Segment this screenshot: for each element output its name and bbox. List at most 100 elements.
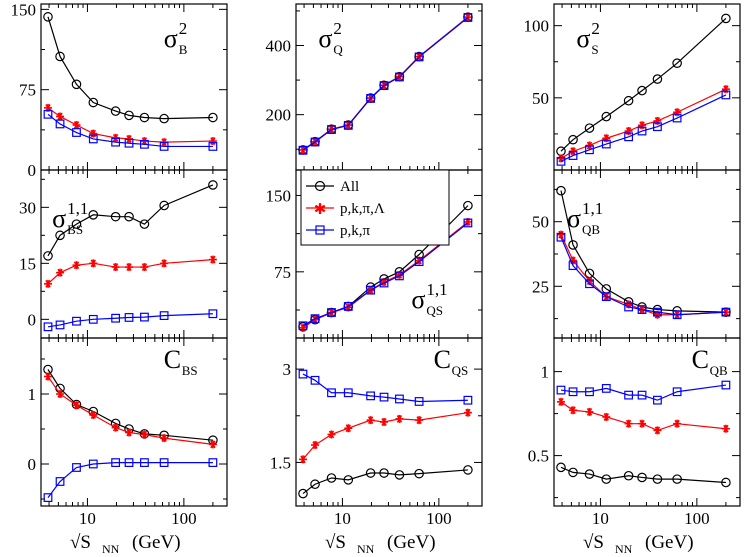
series-line bbox=[47, 369, 213, 441]
panel-label-CQS: C QS bbox=[434, 345, 469, 378]
data-point bbox=[556, 232, 566, 242]
panel-label-sub: QB bbox=[582, 222, 600, 237]
data-point bbox=[673, 419, 682, 428]
data-point bbox=[601, 111, 612, 122]
data-point bbox=[298, 145, 308, 155]
data-point bbox=[208, 440, 217, 449]
data-point bbox=[602, 412, 611, 421]
data-point bbox=[139, 112, 150, 123]
x-axis-label: √S bbox=[325, 532, 346, 553]
data-point bbox=[159, 311, 169, 320]
data-point bbox=[380, 418, 389, 426]
panel-frame bbox=[295, 337, 483, 507]
data-point bbox=[43, 279, 52, 288]
panel-label-sup: 2 bbox=[333, 19, 342, 38]
data-point bbox=[395, 394, 404, 404]
panel-label-sub: QS bbox=[426, 303, 443, 318]
y-tick-label: 1 bbox=[541, 363, 550, 382]
panel-CBS: 10 100 0 1 C BS bbox=[28, 337, 228, 528]
data-point bbox=[55, 230, 65, 241]
series-line bbox=[560, 384, 726, 401]
data-point bbox=[208, 458, 218, 467]
series-line bbox=[560, 466, 726, 484]
legend-label-all: All bbox=[340, 179, 359, 195]
data-point bbox=[55, 477, 65, 486]
y-tick-label: 0.5 bbox=[528, 447, 549, 466]
y-tick-label: 0 bbox=[28, 310, 37, 329]
data-point bbox=[463, 408, 472, 417]
data-point bbox=[721, 380, 731, 390]
data-point bbox=[89, 129, 98, 138]
data-point bbox=[602, 134, 611, 143]
data-point bbox=[140, 312, 149, 322]
data-point bbox=[111, 423, 120, 432]
data-point bbox=[111, 263, 120, 272]
data-point bbox=[56, 390, 65, 398]
data-point bbox=[638, 121, 647, 130]
data-point bbox=[140, 139, 149, 149]
series-line bbox=[47, 184, 214, 257]
data-point bbox=[637, 390, 647, 400]
panel-label-sigma11QB: σ 1,1 QB bbox=[567, 199, 603, 237]
data-point bbox=[568, 151, 578, 160]
data-point bbox=[721, 85, 730, 94]
data-point bbox=[463, 13, 473, 22]
panel-frame bbox=[553, 337, 741, 507]
data-point bbox=[624, 390, 634, 400]
data-point bbox=[159, 142, 169, 151]
star-marker-icon: ✱ bbox=[314, 202, 327, 218]
data-point bbox=[672, 474, 682, 484]
y-tick-label: 200 bbox=[266, 106, 292, 125]
data-point bbox=[208, 180, 218, 190]
panel-label-main: C bbox=[692, 345, 709, 374]
panel-label-sub: BS bbox=[182, 363, 198, 378]
panel-CQB: 10 100 0.5 1 C QB bbox=[528, 337, 741, 528]
legend-label-pkpil: p,k,π,Λ bbox=[340, 201, 385, 217]
series-line bbox=[47, 259, 213, 285]
data-point bbox=[395, 72, 404, 82]
data-point bbox=[208, 112, 218, 123]
series-line bbox=[302, 373, 468, 403]
panel-sigma2B: 0 75 150 σ 2 B bbox=[11, 0, 228, 180]
data-point bbox=[556, 462, 566, 473]
data-point bbox=[721, 13, 731, 24]
data-point bbox=[125, 428, 134, 437]
data-point bbox=[584, 469, 595, 479]
data-point bbox=[721, 90, 731, 100]
x-tick-label: 10 bbox=[79, 509, 96, 528]
data-point bbox=[653, 426, 662, 435]
panel-label-main: σ bbox=[576, 24, 590, 53]
data-point bbox=[140, 458, 149, 467]
data-point bbox=[394, 470, 405, 480]
data-point bbox=[414, 397, 424, 406]
y-tick-label: 1 bbox=[28, 385, 37, 404]
data-point bbox=[556, 385, 566, 395]
panel-label-sub: BS bbox=[67, 222, 83, 237]
data-point bbox=[721, 307, 731, 317]
series-line bbox=[560, 236, 726, 316]
panel-label-sub: B bbox=[179, 42, 188, 57]
data-point bbox=[638, 419, 647, 428]
panel-sigma2Q: 200 400 σ 2 Q bbox=[266, 3, 483, 171]
data-point bbox=[637, 126, 647, 136]
data-point bbox=[55, 119, 65, 129]
y-tick-label: 1.5 bbox=[270, 453, 291, 472]
data-point bbox=[652, 74, 663, 84]
series-line bbox=[47, 16, 213, 120]
data-point bbox=[89, 259, 98, 268]
data-point bbox=[72, 261, 81, 270]
data-point bbox=[637, 472, 647, 483]
x-axis-label-sub: NN bbox=[102, 542, 120, 556]
series-line bbox=[302, 469, 468, 495]
panel-label-sigma2S: σ 2 S bbox=[576, 19, 600, 57]
y-tick-label: 0 bbox=[28, 161, 37, 180]
x-axis-label-sub: NN bbox=[615, 542, 633, 556]
data-point bbox=[569, 406, 578, 415]
data-point bbox=[343, 302, 353, 311]
data-point bbox=[568, 387, 578, 397]
panel-sigma2S: 50 100 σ 2 S bbox=[524, 3, 741, 171]
data-point bbox=[568, 240, 578, 250]
data-point bbox=[110, 106, 121, 116]
data-point bbox=[653, 116, 662, 125]
